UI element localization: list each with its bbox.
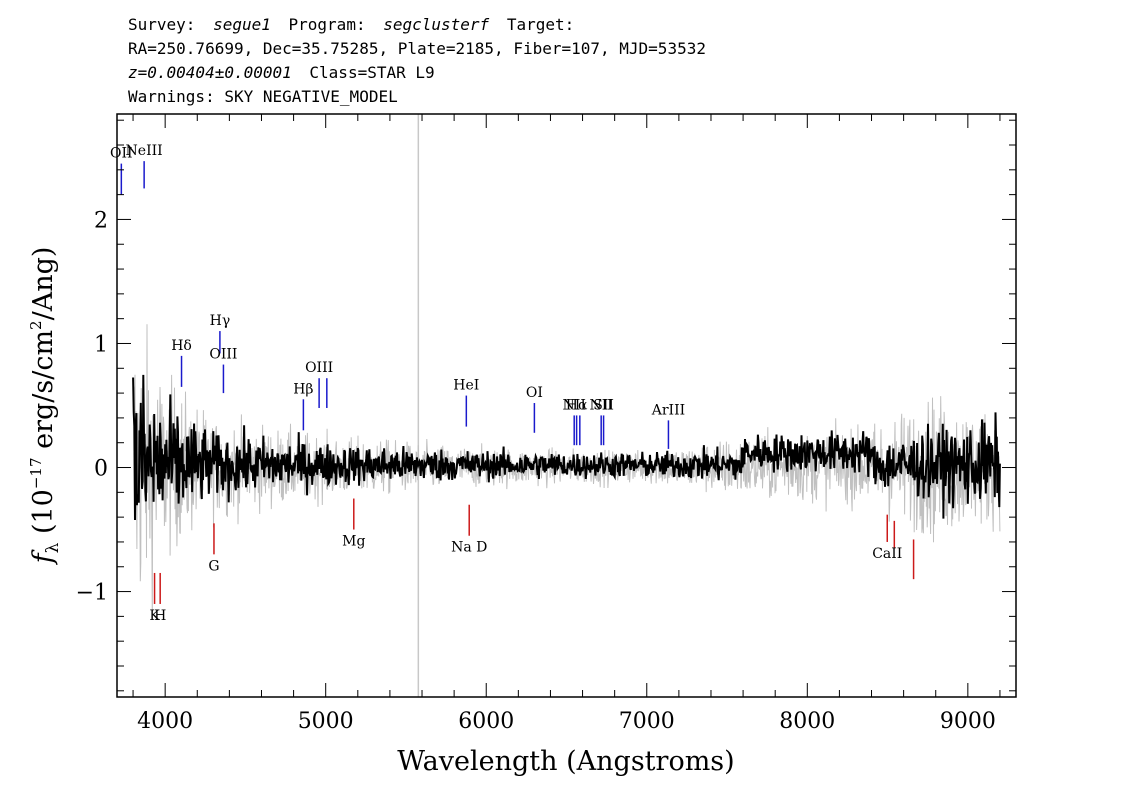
x-axis-label: Wavelength (Angstroms) [397, 746, 734, 777]
emission-label-11: Hα [566, 397, 588, 413]
emission-label-15: ArIII [651, 402, 685, 418]
emission-label-5: Hβ [293, 381, 313, 397]
x-tick-label: 9000 [940, 709, 996, 734]
emission-label-10: NII [563, 397, 586, 413]
axis-ticks [117, 114, 1016, 697]
absorption-label-0: K [149, 608, 160, 624]
emission-label-1: NeIII [126, 143, 163, 159]
emission-label-14: SII [593, 397, 614, 413]
x-tick-label: 4000 [137, 709, 193, 734]
y-tick-labels: −1 0 1 2 [76, 208, 108, 605]
y-tick-label: 2 [94, 208, 108, 233]
y-tick-label: 1 [94, 332, 108, 357]
absorption-label-1: H [154, 608, 166, 624]
absorption-line-markers [153, 498, 915, 604]
x-tick-label: 5000 [298, 709, 354, 734]
header-line-1: Survey: segue1 Program: segclusterf Targ… [128, 15, 574, 34]
emission-label-2: Hδ [171, 338, 192, 354]
emission-label-3: Hγ [210, 313, 231, 329]
absorption-label-4: Na D [451, 540, 487, 556]
emission-label-8: HeI [453, 378, 479, 394]
absorption-label-3: Mg [342, 534, 365, 550]
y-tick-label: −1 [76, 581, 108, 606]
x-tick-label: 8000 [779, 709, 835, 734]
emission-label-13: NII [590, 397, 613, 413]
header-line-3: z=0.00404±0.00001 Class=STAR L9 [128, 63, 435, 82]
emission-label-4: OIII [209, 347, 237, 363]
emission-label-9: OI [526, 385, 543, 401]
emission-line-markers [120, 161, 670, 449]
header-line-4: Warnings: SKY NEGATIVE_MODEL [128, 87, 398, 106]
plot-area [120, 114, 1001, 697]
header-line-2: RA=250.76699, Dec=35.75285, Plate=2185, … [128, 39, 706, 58]
y-tick-label: 0 [94, 457, 108, 482]
flux-spectrum [132, 374, 1001, 521]
emission-label-6: OIII [305, 360, 333, 376]
x-tick-label: 7000 [619, 709, 675, 734]
absorption-label-2: G [208, 558, 219, 574]
y-axis-label: fλ (10−17 erg/s/cm2/Ang) [27, 247, 63, 566]
x-tick-labels: 4000 5000 6000 7000 8000 9000 [137, 709, 996, 734]
plot-frame [116, 113, 1017, 698]
absorption-label-5: CaII [872, 546, 902, 562]
x-tick-label: 6000 [458, 709, 514, 734]
emission-label-0: OII [110, 146, 133, 162]
